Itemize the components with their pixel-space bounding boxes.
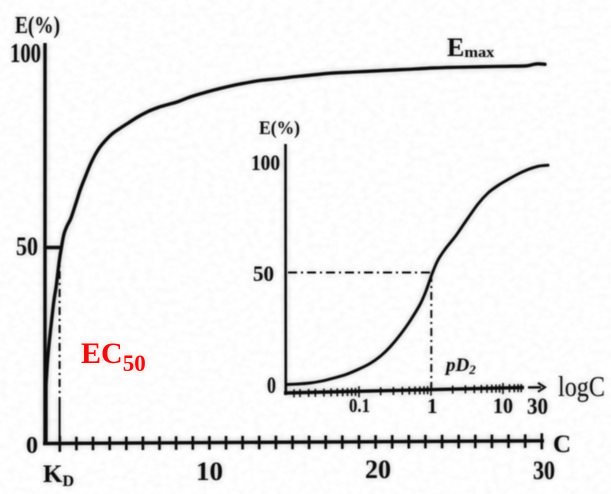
- svg-text:C: C: [553, 431, 571, 458]
- svg-text:100: 100: [251, 150, 280, 175]
- svg-text:logC: logC: [558, 372, 605, 403]
- svg-text:20: 20: [365, 455, 391, 484]
- svg-text:30: 30: [533, 456, 555, 485]
- svg-text:0: 0: [267, 373, 276, 398]
- svg-text:50: 50: [253, 261, 274, 286]
- svg-text:0.1: 0.1: [349, 395, 370, 417]
- svg-text:50: 50: [16, 232, 38, 261]
- svg-text:1: 1: [427, 394, 438, 418]
- svg-text:E(%): E(%): [259, 118, 300, 139]
- svg-text:30: 30: [527, 394, 548, 419]
- svg-text:0: 0: [26, 433, 38, 459]
- svg-text:100: 100: [10, 38, 41, 68]
- svg-text:10: 10: [493, 393, 513, 418]
- svg-text:E(%): E(%): [15, 13, 60, 39]
- svg-text:10: 10: [196, 457, 223, 486]
- svg-text:pD2: pD2: [444, 355, 476, 377]
